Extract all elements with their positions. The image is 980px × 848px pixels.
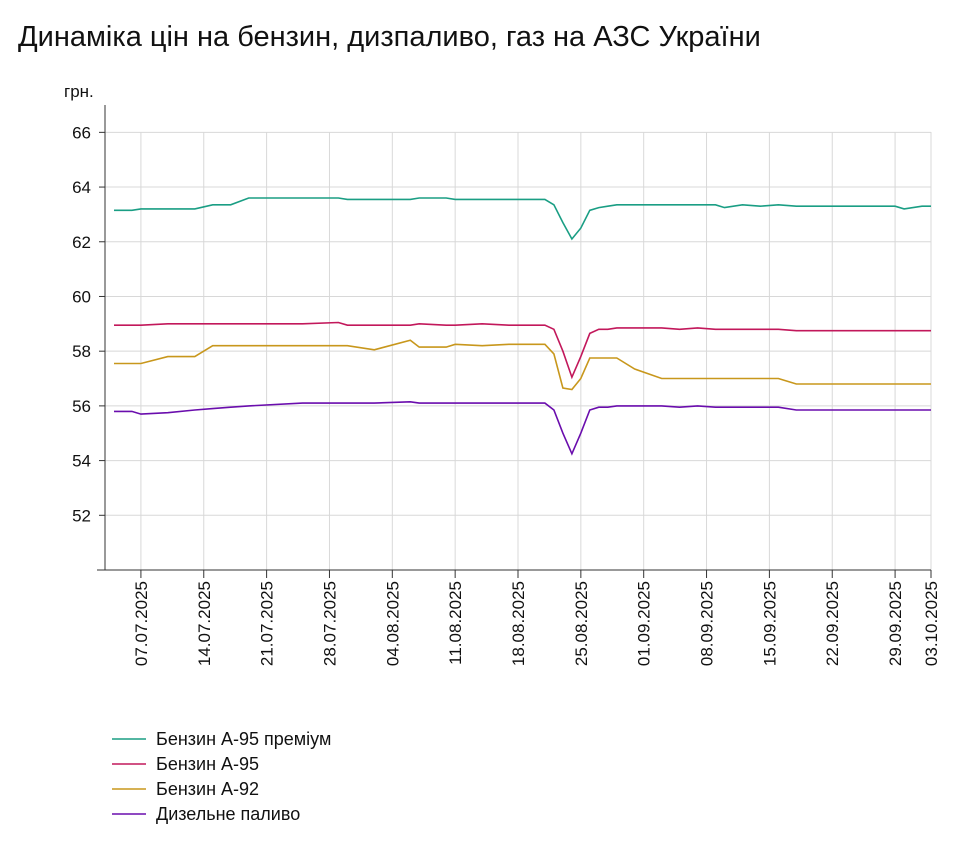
chart-title: Динаміка цін на бензин, дизпаливо, газ н… [18, 21, 761, 53]
x-tick-label: 04.08.2025 [383, 581, 402, 666]
y-tick-label: 66 [72, 123, 91, 142]
y-tick-label: 58 [72, 342, 91, 361]
y-axis-label: грн. [64, 82, 94, 101]
series-line [114, 321, 931, 380]
x-tick-label: 07.07.2025 [132, 581, 151, 666]
series-line [114, 339, 931, 391]
legend-label: Бензин А-95 преміум [156, 729, 331, 749]
y-tick-label: 64 [72, 178, 91, 197]
x-tick-label: 21.07.2025 [258, 581, 277, 666]
y-tick-label: 60 [72, 287, 91, 306]
x-tick-label: 18.08.2025 [509, 581, 528, 666]
y-tick-label: 62 [72, 233, 91, 252]
x-tick-label: 11.08.2025 [446, 581, 465, 665]
x-tick-label: 22.09.2025 [823, 581, 842, 666]
x-tick-label: 15.09.2025 [760, 581, 779, 666]
y-tick-label: 54 [72, 452, 91, 471]
x-tick-label: 14.07.2025 [195, 581, 214, 666]
x-tick-label: 03.10.2025 [922, 581, 941, 666]
x-tick-label: 29.09.2025 [886, 581, 905, 666]
x-tick-label: 25.08.2025 [572, 581, 591, 666]
legend-label: Бензин А-92 [156, 779, 259, 799]
legend-label: Бензин А-95 [156, 754, 259, 774]
x-tick-label: 28.07.2025 [320, 581, 339, 666]
y-tick-label: 56 [72, 397, 91, 416]
series-line [114, 400, 931, 456]
x-tick-label: 08.09.2025 [698, 581, 717, 666]
legend-label: Дизельне паливо [156, 804, 300, 824]
x-tick-label: 01.09.2025 [635, 581, 654, 666]
y-tick-label: 52 [72, 506, 91, 525]
series-line [114, 197, 931, 241]
